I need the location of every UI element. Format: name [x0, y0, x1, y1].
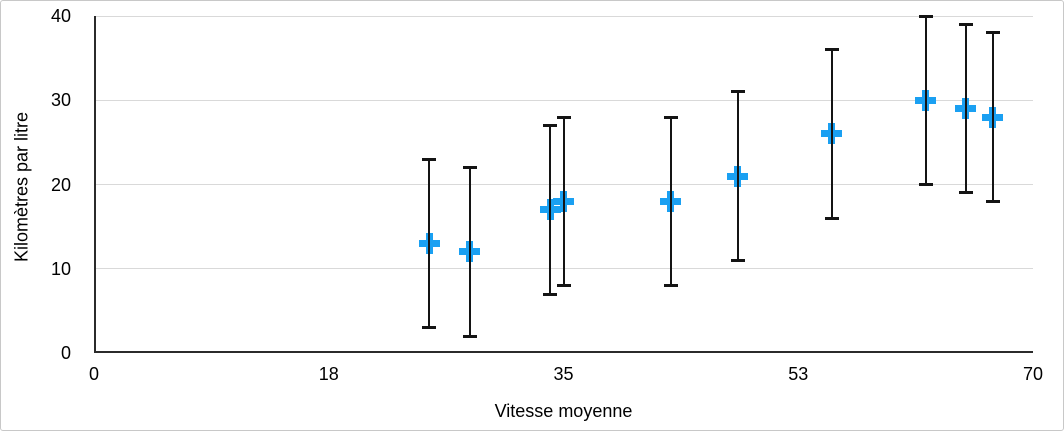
- plot-area: [94, 14, 1033, 353]
- error-bar-line: [736, 91, 739, 261]
- x-tick-label-70: 70: [1022, 364, 1044, 384]
- error-bar-line: [991, 32, 994, 202]
- error-bar-line: [924, 16, 927, 185]
- x-tick-label-35: 35: [553, 364, 574, 384]
- y-tick-label-20: 20: [50, 174, 71, 195]
- error-bar-cap-top: [663, 115, 678, 119]
- gridline-y-30: [94, 99, 1033, 101]
- error-bar-cap-bottom: [985, 199, 1000, 203]
- error-bar-line: [830, 49, 833, 219]
- y-tick-label-0: 0: [60, 343, 71, 363]
- x-axis-line: [94, 351, 1033, 353]
- error-bar-cap-top: [730, 90, 745, 94]
- error-bar-cap-top: [556, 115, 571, 119]
- error-bar-cap-bottom: [958, 191, 973, 195]
- error-bar-cap-bottom: [824, 216, 839, 220]
- error-bar-cap-top: [958, 22, 973, 26]
- error-bar-cap-bottom: [556, 284, 571, 288]
- error-bar-cap-top: [422, 157, 437, 161]
- error-bar-cap-bottom: [543, 292, 558, 296]
- error-bar-cap-bottom: [918, 183, 933, 186]
- y-tick-label-10: 10: [50, 258, 71, 279]
- error-bar-cap-bottom: [462, 334, 477, 338]
- error-bar-cap-top: [824, 48, 839, 52]
- error-bar-line: [428, 159, 431, 328]
- error-bar-cap-bottom: [730, 258, 745, 262]
- error-bar-line: [669, 117, 672, 286]
- gridline-y-40: [94, 15, 1033, 17]
- y-tick-label-30: 30: [50, 90, 71, 111]
- y-tick-label-40: 40: [50, 6, 71, 26]
- x-tick-label-0: 0: [88, 364, 99, 384]
- error-bar-cap-bottom: [422, 326, 437, 330]
- error-bar-cap-top: [462, 166, 477, 170]
- error-bar-cap-top: [918, 14, 933, 18]
- x-tick-label-18: 18: [318, 364, 339, 384]
- error-bar-line: [964, 24, 967, 193]
- error-bar-cap-top: [543, 124, 558, 128]
- y-axis-line: [94, 16, 96, 353]
- error-bar-cap-top: [985, 31, 1000, 35]
- error-bar-line: [549, 125, 552, 295]
- x-axis-title: Vitesse moyenne: [494, 401, 633, 421]
- error-bar-line: [562, 117, 565, 286]
- x-tick-label-53: 53: [788, 364, 809, 384]
- error-bar-line: [468, 167, 471, 337]
- error-bar-cap-bottom: [663, 284, 678, 288]
